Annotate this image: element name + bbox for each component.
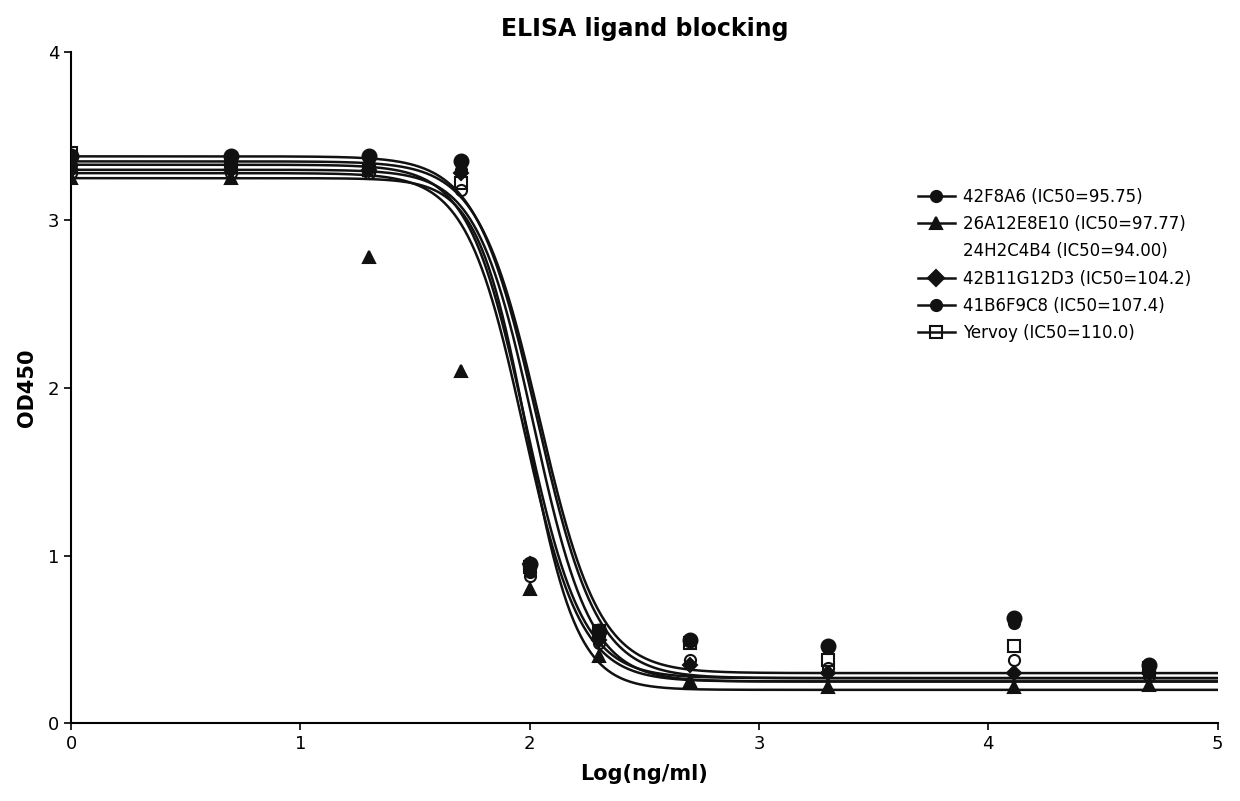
Y-axis label: OD450: OD450 xyxy=(16,348,37,427)
Legend: 42F8A6 (IC50=95.75), 26A12E8E10 (IC50=97.77), 24H2C4B4 (IC50=94.00), 42B11G12D3 : 42F8A6 (IC50=95.75), 26A12E8E10 (IC50=97… xyxy=(911,182,1198,348)
Title: ELISA ligand blocking: ELISA ligand blocking xyxy=(501,17,789,41)
X-axis label: Log(ng/ml): Log(ng/ml) xyxy=(580,764,708,784)
